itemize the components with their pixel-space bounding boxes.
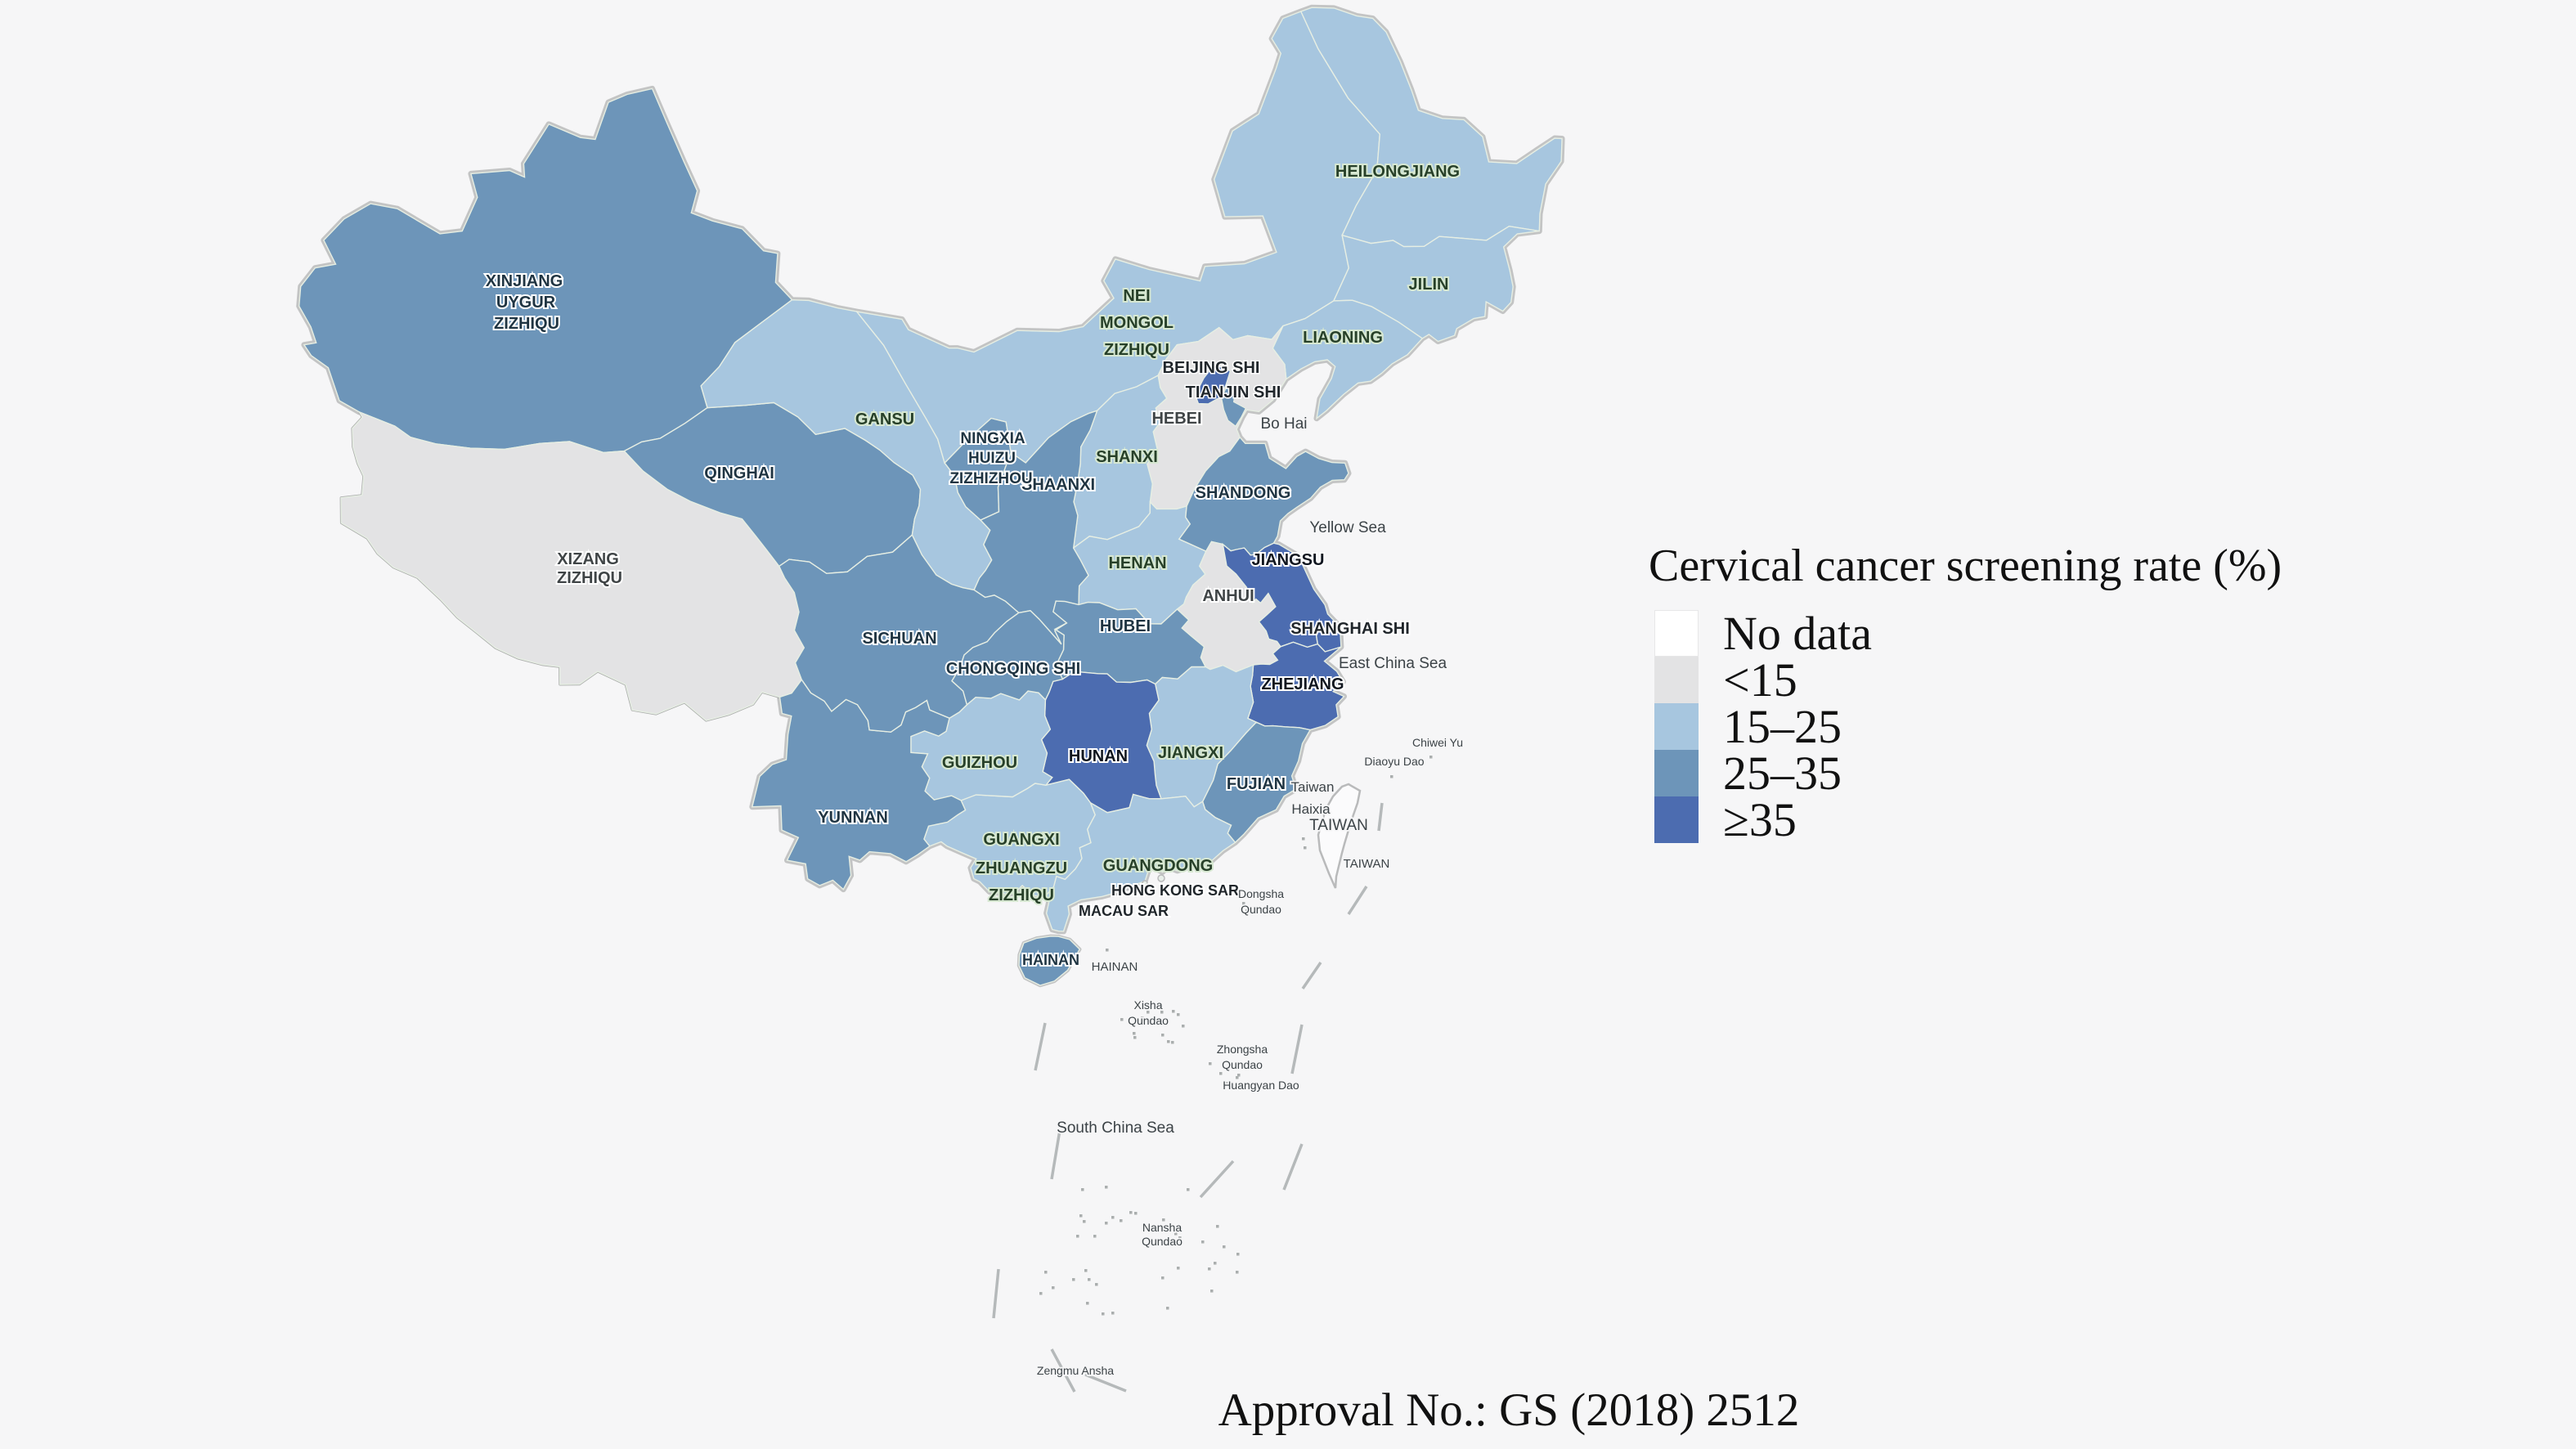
svg-text:Huangyan Dao: Huangyan Dao: [1223, 1079, 1299, 1092]
svg-text:GANSU: GANSU: [855, 410, 914, 428]
svg-text:HEILONGJIANG: HEILONGJIANG: [1335, 163, 1460, 181]
svg-text:Qundao: Qundao: [1142, 1235, 1183, 1248]
svg-text:JIANGSU: JIANGSU: [1252, 551, 1325, 569]
svg-text:ZIZHIQU: ZIZHIQU: [1104, 341, 1169, 359]
svg-text:CHONGQING SHI: CHONGQING SHI: [946, 660, 1080, 678]
svg-text:NINGXIA: NINGXIA: [960, 430, 1025, 447]
svg-text:NEI: NEI: [1123, 287, 1150, 305]
svg-text:BEIJING SHI: BEIJING SHI: [1163, 359, 1260, 377]
svg-text:SICHUAN: SICHUAN: [862, 630, 936, 648]
svg-text:Bo Hai: Bo Hai: [1260, 415, 1307, 433]
svg-text:South China Sea: South China Sea: [1057, 1119, 1174, 1137]
svg-text:XINJIANG: XINJIANG: [486, 272, 563, 290]
svg-text:Qundao: Qundao: [1241, 903, 1281, 916]
svg-text:JILIN: JILIN: [1409, 276, 1449, 294]
svg-text:Zengmu Ansha: Zengmu Ansha: [1037, 1364, 1114, 1377]
svg-text:HUIZU: HUIZU: [968, 450, 1016, 467]
svg-text:SHANDONG: SHANDONG: [1196, 484, 1291, 502]
svg-text:ZHEJIANG: ZHEJIANG: [1261, 675, 1344, 693]
svg-text:MONGOL: MONGOL: [1100, 314, 1174, 332]
svg-text:SHAANXI: SHAANXI: [1021, 476, 1095, 494]
svg-text:QINGHAI: QINGHAI: [704, 464, 774, 482]
svg-text:UYGUR: UYGUR: [496, 294, 556, 312]
svg-text:SHANGHAI SHI: SHANGHAI SHI: [1290, 620, 1410, 638]
svg-text:Zhongsha: Zhongsha: [1217, 1043, 1268, 1056]
svg-text:Haixia: Haixia: [1291, 801, 1331, 817]
svg-text:HEBEI: HEBEI: [1151, 410, 1201, 428]
svg-text:MACAU SAR: MACAU SAR: [1079, 903, 1169, 919]
svg-text:Qundao: Qundao: [1128, 1014, 1169, 1027]
svg-text:ZIZHIQU: ZIZHIQU: [494, 315, 559, 333]
svg-text:Yellow Sea: Yellow Sea: [1309, 519, 1386, 536]
svg-text:ANHUI: ANHUI: [1202, 587, 1254, 605]
svg-text:HONG KONG SAR: HONG KONG SAR: [1111, 882, 1239, 899]
svg-text:HENAN: HENAN: [1108, 554, 1166, 572]
svg-text:Nansha: Nansha: [1142, 1221, 1182, 1234]
svg-text:Xisha: Xisha: [1133, 998, 1162, 1012]
svg-text:TAIWAN: TAIWAN: [1309, 817, 1368, 834]
svg-text:Diaoyu Dao: Diaoyu Dao: [1364, 755, 1424, 768]
svg-text:HUBEI: HUBEI: [1100, 617, 1151, 635]
svg-text:GUANGXI: GUANGXI: [983, 831, 1059, 849]
svg-text:FUJIAN: FUJIAN: [1227, 775, 1286, 793]
svg-text:Dongsha: Dongsha: [1238, 887, 1284, 900]
svg-text:GUANGDONG: GUANGDONG: [1103, 857, 1213, 875]
svg-text:Chiwei Yu: Chiwei Yu: [1412, 736, 1463, 749]
svg-text:YUNNAN: YUNNAN: [818, 809, 888, 827]
svg-text:ZIZHIQU: ZIZHIQU: [557, 569, 622, 587]
svg-text:XIZANG: XIZANG: [557, 550, 619, 568]
svg-text:GUIZHOU: GUIZHOU: [942, 754, 1017, 772]
svg-text:TIANJIN SHI: TIANJIN SHI: [1186, 384, 1281, 402]
svg-text:Qundao: Qundao: [1222, 1058, 1263, 1071]
svg-text:ZIZHIQU: ZIZHIQU: [989, 886, 1054, 904]
svg-text:LIAONING: LIAONING: [1303, 329, 1383, 347]
svg-text:Taiwan: Taiwan: [1291, 779, 1335, 795]
svg-text:East China Sea: East China Sea: [1339, 655, 1447, 672]
svg-text:HUNAN: HUNAN: [1069, 747, 1128, 765]
svg-text:HAINAN: HAINAN: [1092, 960, 1138, 974]
svg-text:ZHUANGZU: ZHUANGZU: [976, 859, 1067, 877]
svg-text:JIANGXI: JIANGXI: [1158, 744, 1223, 762]
svg-text:ZIZHIZHOU: ZIZHIZHOU: [949, 470, 1032, 487]
svg-text:SHANXI: SHANXI: [1096, 448, 1158, 466]
svg-text:TAIWAN: TAIWAN: [1344, 857, 1390, 871]
svg-text:HAINAN: HAINAN: [1022, 952, 1079, 968]
